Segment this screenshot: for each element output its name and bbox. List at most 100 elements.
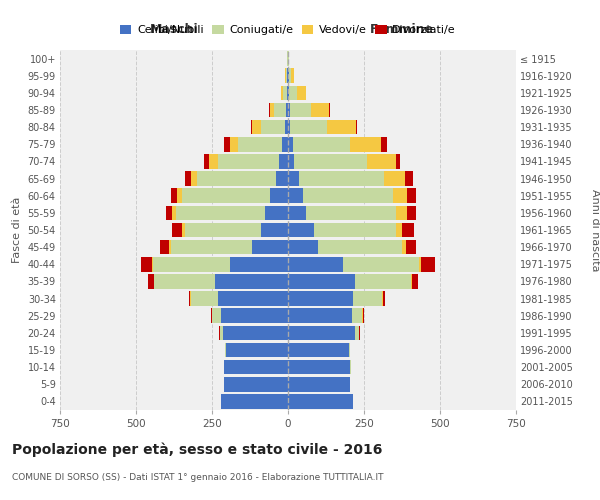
Bar [287,68,288,83]
Bar [288,154,294,168]
Bar [419,257,421,272]
Bar [191,172,197,186]
Bar [288,274,355,288]
Bar [282,137,288,152]
Bar [353,292,382,306]
Bar [407,206,416,220]
Bar [288,360,350,374]
Text: Maschi: Maschi [149,24,199,36]
Bar [288,326,355,340]
Bar [224,377,288,392]
Bar [296,86,305,100]
Bar [270,188,288,203]
Bar [286,68,287,83]
Bar [225,342,226,357]
Bar [288,188,303,203]
Bar [154,274,215,288]
Bar [251,240,288,254]
Bar [299,172,384,186]
Bar [285,68,286,83]
Bar [396,222,402,238]
Bar [276,172,288,186]
Bar [367,154,396,168]
Bar [209,154,218,168]
Bar [288,172,299,186]
Bar [166,206,172,220]
Bar [293,137,350,152]
Bar [396,154,400,168]
Bar [306,206,396,220]
Bar [288,68,289,83]
Bar [288,120,290,134]
Bar [327,120,356,134]
Bar [274,102,286,118]
Bar [189,292,190,306]
Bar [287,52,288,66]
Legend: Celibi/Nubili, Coniugati/e, Vedovi/e, Divorziati/e: Celibi/Nubili, Coniugati/e, Vedovi/e, Di… [116,20,460,40]
Bar [356,120,358,134]
Bar [211,308,212,323]
Bar [303,188,393,203]
Bar [185,222,260,238]
Bar [288,240,319,254]
Bar [251,120,260,134]
Bar [218,154,279,168]
Bar [169,240,171,254]
Bar [288,394,353,408]
Bar [381,137,387,152]
Bar [212,308,221,323]
Bar [311,102,329,118]
Bar [224,137,230,152]
Bar [355,326,359,340]
Bar [288,206,306,220]
Bar [226,342,288,357]
Bar [396,206,407,220]
Bar [182,188,270,203]
Bar [288,342,349,357]
Bar [350,137,381,152]
Bar [288,257,343,272]
Bar [290,102,311,118]
Bar [343,257,419,272]
Bar [319,240,402,254]
Bar [260,222,288,238]
Bar [352,308,362,323]
Bar [411,274,412,288]
Bar [218,292,288,306]
Bar [270,102,274,118]
Text: Popolazione per età, sesso e stato civile - 2016: Popolazione per età, sesso e stato civil… [12,442,382,457]
Bar [238,137,282,152]
Bar [220,326,223,340]
Text: COMUNE DI SORSO (SS) - Dati ISTAT 1° gennaio 2016 - Elaborazione TUTTITALIA.IT: COMUNE DI SORSO (SS) - Dati ISTAT 1° gen… [12,472,383,482]
Bar [141,257,152,272]
Bar [182,222,185,238]
Bar [288,102,290,118]
Bar [171,188,177,203]
Bar [412,274,418,288]
Bar [223,326,288,340]
Bar [287,86,288,100]
Bar [230,257,288,272]
Bar [176,206,265,220]
Bar [286,102,288,118]
Bar [406,240,416,254]
Bar [185,172,191,186]
Bar [290,120,327,134]
Bar [230,137,238,152]
Bar [224,360,288,374]
Bar [172,206,176,220]
Bar [197,172,276,186]
Bar [288,308,352,323]
Bar [382,292,383,306]
Bar [221,394,288,408]
Bar [177,188,182,203]
Bar [407,188,416,203]
Bar [288,377,350,392]
Bar [294,154,367,168]
Bar [421,257,435,272]
Bar [152,257,153,272]
Y-axis label: Anni di nascita: Anni di nascita [590,188,600,271]
Bar [288,292,353,306]
Bar [221,308,288,323]
Text: Femmine: Femmine [370,24,434,36]
